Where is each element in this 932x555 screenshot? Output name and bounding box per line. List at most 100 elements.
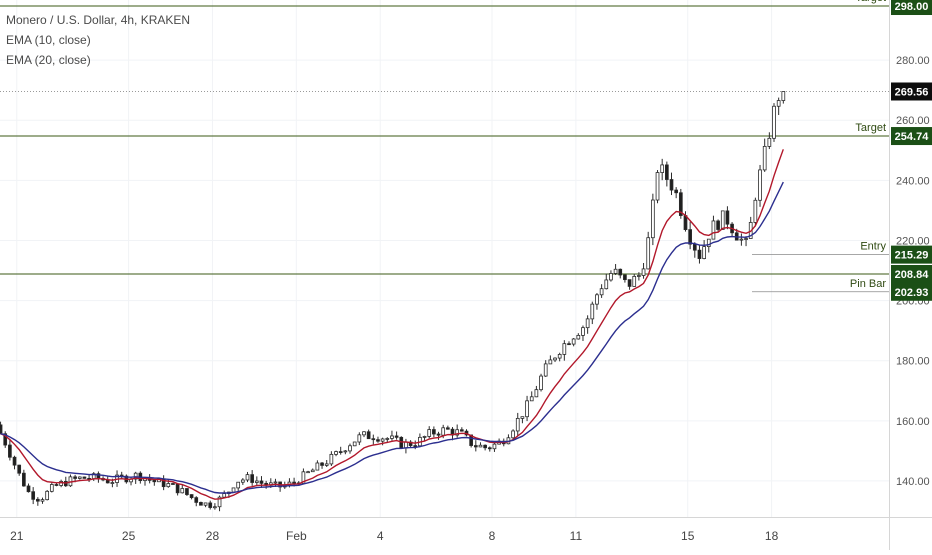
candle-body [446, 427, 450, 430]
candle-body [292, 481, 296, 484]
candle-body [31, 491, 36, 500]
candle-body [576, 334, 581, 340]
price-levels: Target Target Entry Pin Bar [0, 0, 889, 293]
candle-body [175, 483, 180, 494]
candle-body [222, 493, 227, 498]
candle-body [306, 471, 310, 474]
y-tick-label: 260.00 [896, 115, 930, 127]
candle-body [543, 363, 548, 377]
candle-body [702, 246, 706, 259]
candle-body [706, 238, 711, 247]
candle-body [254, 480, 259, 483]
candle-body [692, 243, 697, 251]
x-tick-label: 25 [122, 529, 136, 543]
candle-body [571, 338, 576, 345]
candle-body [12, 456, 17, 466]
level-value-badge [891, 245, 932, 264]
candle-body [725, 210, 730, 225]
candle-body [660, 164, 665, 173]
y-tick-label: 280.00 [896, 55, 930, 67]
candle-body [213, 506, 217, 509]
candle-body [529, 396, 534, 402]
candlesticks [0, 91, 786, 512]
candle-body [371, 438, 376, 441]
candle-body [618, 268, 623, 276]
level-label: Target [855, 0, 886, 4]
candle-body [259, 480, 264, 484]
y-tick-label: 180.00 [896, 356, 930, 368]
candle-body [343, 450, 348, 453]
candle-body [483, 444, 487, 449]
last-price-text: 269.56 [895, 86, 929, 98]
candle-body [511, 430, 515, 439]
candle-body [776, 100, 781, 107]
candle-body [250, 474, 255, 483]
candle-body [744, 238, 748, 240]
gridlines [0, 0, 889, 517]
ema-10-line [0, 149, 784, 500]
candle-body [767, 137, 772, 147]
candle-body [492, 443, 497, 450]
candle-body [199, 502, 203, 506]
candle-body [436, 433, 441, 436]
legend: Monero / U.S. Dollar, 4h, KRAKEN EMA (10… [6, 10, 190, 70]
candle-body [166, 483, 171, 488]
candle-body [338, 451, 343, 453]
level-value-badge [891, 265, 932, 284]
candle-body [35, 498, 40, 502]
candle-body [189, 494, 194, 499]
level-value-badge [891, 127, 932, 146]
candle-body [562, 343, 567, 355]
candle-body [362, 431, 366, 436]
ema-lines [0, 149, 784, 500]
candle-body [669, 179, 674, 191]
candle-body [77, 476, 82, 479]
candle-body [432, 429, 436, 435]
candle-body [604, 279, 609, 290]
candle-body [385, 438, 390, 440]
level-value-text: 215.29 [895, 250, 929, 262]
candle-body [711, 220, 716, 240]
candle-body [581, 327, 585, 336]
candle-body [73, 476, 77, 479]
x-tick-label: 8 [489, 529, 496, 543]
x-tick-label: 11 [570, 529, 583, 543]
candle-body [217, 496, 222, 508]
candle-body [82, 476, 87, 479]
candle-body [180, 488, 185, 494]
level-value-text: 208.84 [895, 269, 930, 281]
x-tick-label: 15 [681, 529, 695, 543]
level-label: Pin Bar [850, 278, 886, 290]
candle-body [469, 434, 473, 446]
candle-body [655, 172, 660, 201]
candle-body [49, 484, 54, 492]
ema-20-line [0, 181, 784, 494]
level-value-badge [891, 282, 932, 301]
candle-body [641, 268, 646, 276]
candle-body [664, 164, 669, 180]
candle-body [716, 220, 720, 230]
candle-body [585, 318, 590, 329]
candle-body [553, 357, 557, 361]
candle-body [236, 481, 241, 489]
candle-body [357, 434, 362, 443]
candle-body [525, 400, 529, 418]
level-label: Target [855, 122, 886, 134]
candle-body [478, 444, 483, 448]
candle-body [762, 146, 767, 171]
candle-body [320, 462, 324, 466]
candle-body [152, 479, 157, 483]
y-tick-label: 220.00 [896, 235, 930, 247]
candle-body [637, 275, 641, 277]
candle-body [632, 276, 637, 287]
candle-body [45, 490, 49, 501]
candle-body [413, 445, 418, 447]
legend-ema-20: EMA (20, close) [6, 53, 91, 67]
candle-body [441, 427, 446, 436]
candle-body [758, 169, 762, 201]
candle-body [399, 436, 404, 449]
candle-body [54, 484, 59, 486]
candle-body [394, 435, 399, 438]
